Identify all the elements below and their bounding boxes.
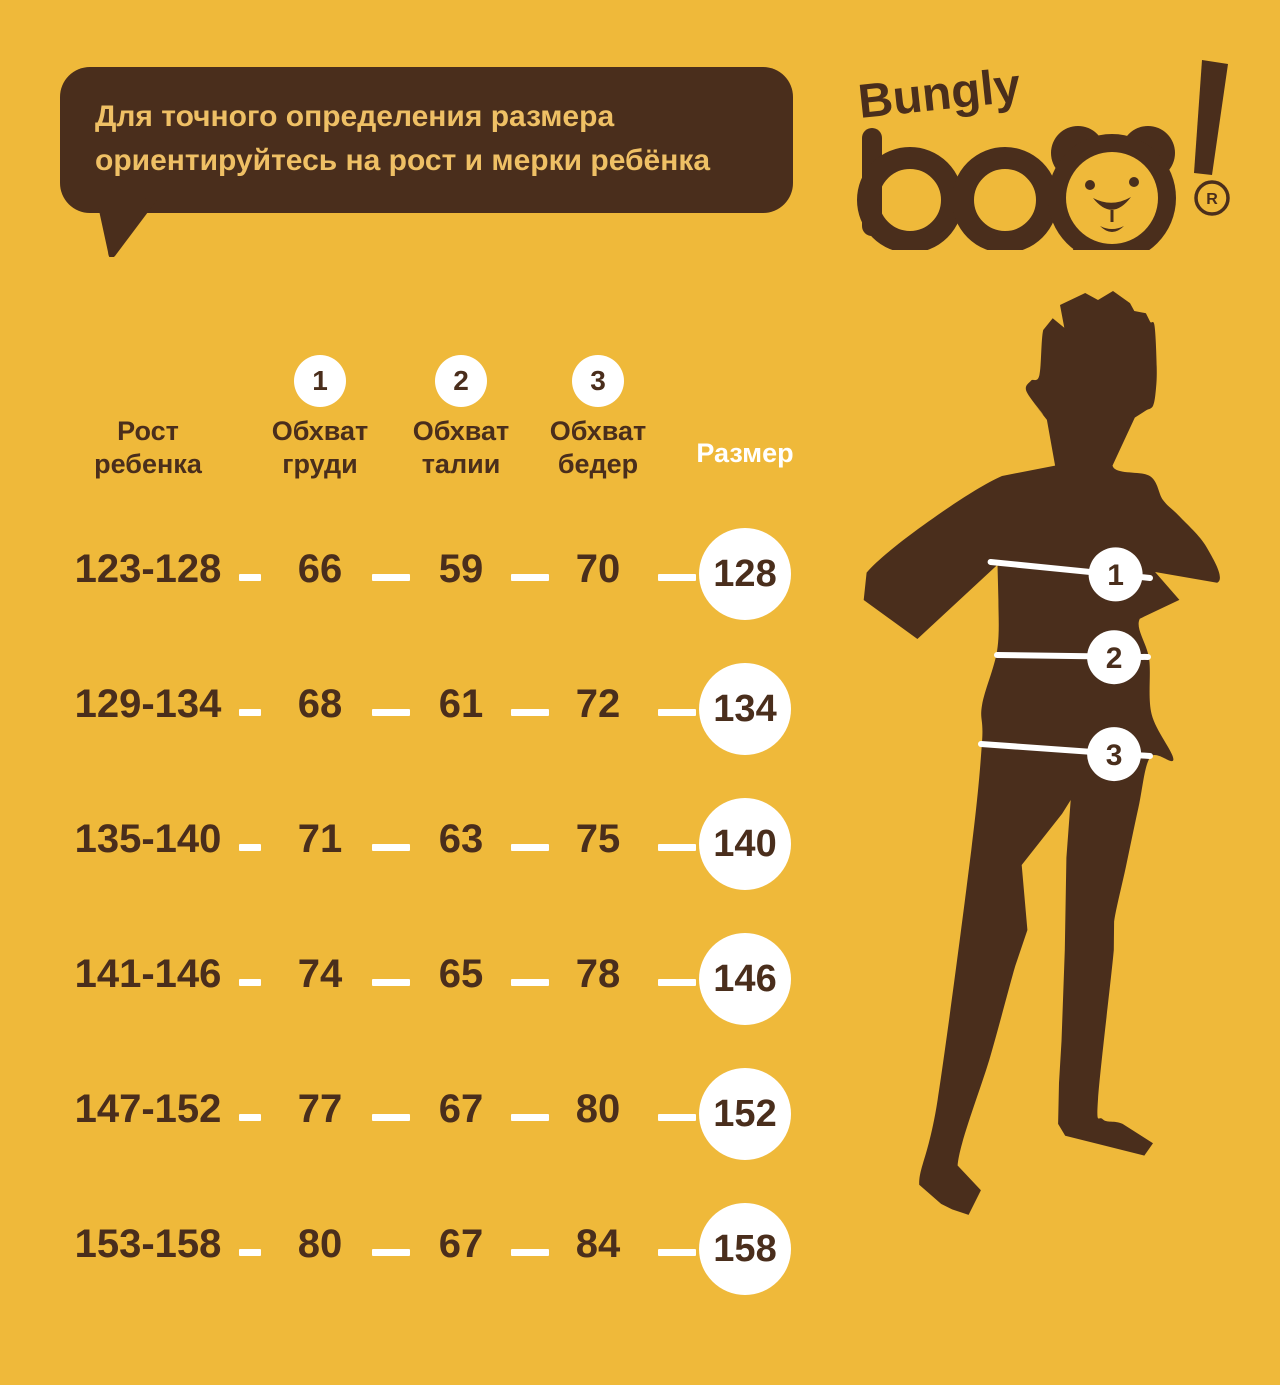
svg-text:1: 1 [1107, 559, 1124, 592]
svg-text:2: 2 [1106, 642, 1123, 675]
svg-text:3: 3 [1106, 739, 1123, 772]
